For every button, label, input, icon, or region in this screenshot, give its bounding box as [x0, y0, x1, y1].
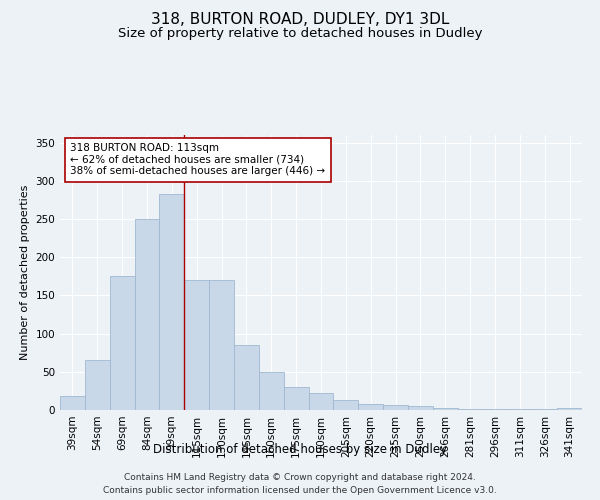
Text: 318, BURTON ROAD, DUDLEY, DY1 3DL: 318, BURTON ROAD, DUDLEY, DY1 3DL: [151, 12, 449, 28]
Text: Contains HM Land Registry data © Crown copyright and database right 2024.: Contains HM Land Registry data © Crown c…: [124, 472, 476, 482]
Bar: [60, 396, 85, 410]
Text: Distribution of detached houses by size in Dudley: Distribution of detached houses by size …: [153, 442, 447, 456]
Bar: [308, 393, 334, 410]
Bar: [458, 409, 482, 410]
Bar: [408, 406, 433, 410]
Bar: [160, 194, 184, 410]
Bar: [383, 406, 408, 410]
Bar: [234, 345, 259, 410]
Bar: [358, 404, 383, 410]
Text: Contains public sector information licensed under the Open Government Licence v3: Contains public sector information licen…: [103, 486, 497, 495]
Bar: [433, 408, 458, 410]
Y-axis label: Number of detached properties: Number of detached properties: [20, 185, 30, 360]
Bar: [259, 372, 284, 410]
Bar: [557, 408, 582, 410]
Bar: [85, 360, 110, 410]
Bar: [134, 219, 160, 410]
Bar: [482, 409, 508, 410]
Bar: [184, 280, 209, 410]
Text: 318 BURTON ROAD: 113sqm
← 62% of detached houses are smaller (734)
38% of semi-d: 318 BURTON ROAD: 113sqm ← 62% of detache…: [70, 143, 326, 176]
Bar: [110, 276, 134, 410]
Text: Size of property relative to detached houses in Dudley: Size of property relative to detached ho…: [118, 28, 482, 40]
Bar: [508, 409, 532, 410]
Bar: [532, 409, 557, 410]
Bar: [284, 387, 308, 410]
Bar: [334, 400, 358, 410]
Bar: [209, 280, 234, 410]
